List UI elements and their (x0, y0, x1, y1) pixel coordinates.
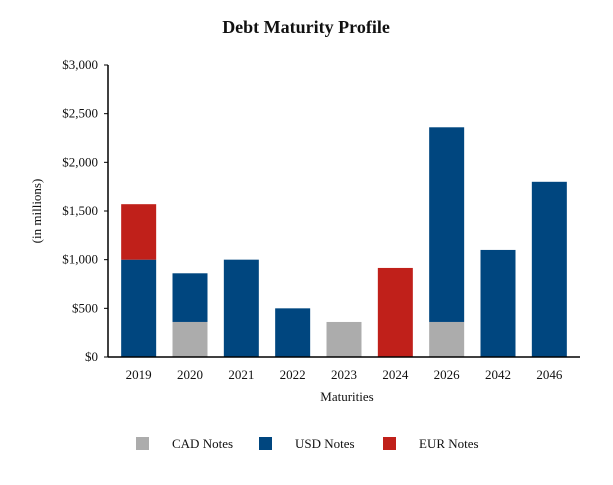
bar-usd-notes-2019 (121, 259, 157, 357)
legend-swatch-usd-notes (259, 437, 272, 450)
legend-label: CAD Notes (172, 436, 233, 451)
y-tick-label: $3,000 (62, 57, 98, 72)
x-tick-label: 2024 (382, 367, 409, 382)
bar-cad-notes-2020 (172, 321, 208, 357)
x-tick-label: 2020 (177, 367, 203, 382)
x-tick-label: 2019 (126, 367, 152, 382)
bar-usd-notes-2026 (429, 127, 465, 322)
x-tick-label: 2046 (536, 367, 563, 382)
bar-eur-notes-2019 (121, 204, 157, 260)
bar-usd-notes-2022 (275, 308, 311, 357)
legend-swatch-cad-notes (136, 437, 149, 450)
x-tick-label: 2023 (331, 367, 357, 382)
x-tick-label: 2042 (485, 367, 511, 382)
x-tick-label: 2021 (228, 367, 254, 382)
y-tick-label: $2,000 (62, 154, 98, 169)
legend-swatch-eur-notes (383, 437, 396, 450)
bar-eur-notes-2024 (377, 267, 413, 357)
bar-usd-notes-2046 (531, 181, 567, 357)
legend-label: USD Notes (295, 436, 355, 451)
x-axis-label: Maturities (320, 389, 373, 404)
y-tick-label: $500 (72, 300, 98, 315)
y-axis-label: (in millions) (29, 179, 44, 244)
chart-title: Debt Maturity Profile (222, 17, 390, 37)
bar-cad-notes-2023 (326, 321, 362, 357)
x-tick-label: 2026 (434, 367, 461, 382)
x-tick-label: 2022 (280, 367, 306, 382)
y-tick-label: $0 (85, 349, 98, 364)
bar-cad-notes-2026 (429, 321, 465, 357)
legend-label: EUR Notes (419, 436, 479, 451)
bar-usd-notes-2021 (223, 259, 259, 357)
y-tick-label: $1,500 (62, 203, 98, 218)
bar-usd-notes-2020 (172, 273, 208, 322)
y-tick-label: $1,000 (62, 252, 98, 267)
bar-usd-notes-2042 (480, 249, 516, 357)
y-tick-label: $2,500 (62, 106, 98, 121)
